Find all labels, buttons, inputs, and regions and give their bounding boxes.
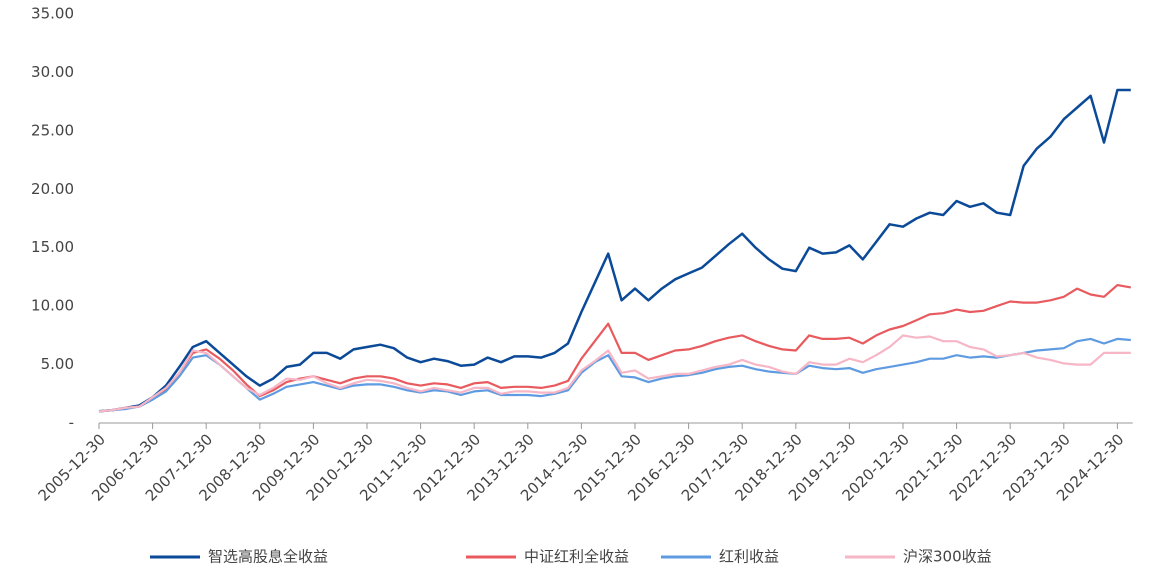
legend-label: 红利收益	[719, 548, 779, 566]
y-tick-label: 25.00	[31, 121, 74, 139]
legend-label: 智选高股息全收益	[208, 548, 328, 566]
y-tick-label: 35.00	[31, 5, 74, 23]
series-line	[98, 88, 1131, 413]
y-tick-label: 10.00	[31, 297, 74, 315]
y-tick-label: 30.00	[31, 63, 74, 81]
legend-label: 中证红利全收益	[524, 548, 629, 566]
y-tick-label: 20.00	[31, 180, 74, 198]
series-line	[98, 337, 1131, 413]
series-line	[98, 334, 1131, 413]
legend-label: 沪深300收益	[903, 548, 992, 566]
y-tick-label: 15.00	[31, 238, 74, 256]
series-line	[98, 284, 1131, 413]
y-tick-label: 5.00	[41, 355, 74, 373]
y-tick-label: -	[69, 414, 74, 432]
